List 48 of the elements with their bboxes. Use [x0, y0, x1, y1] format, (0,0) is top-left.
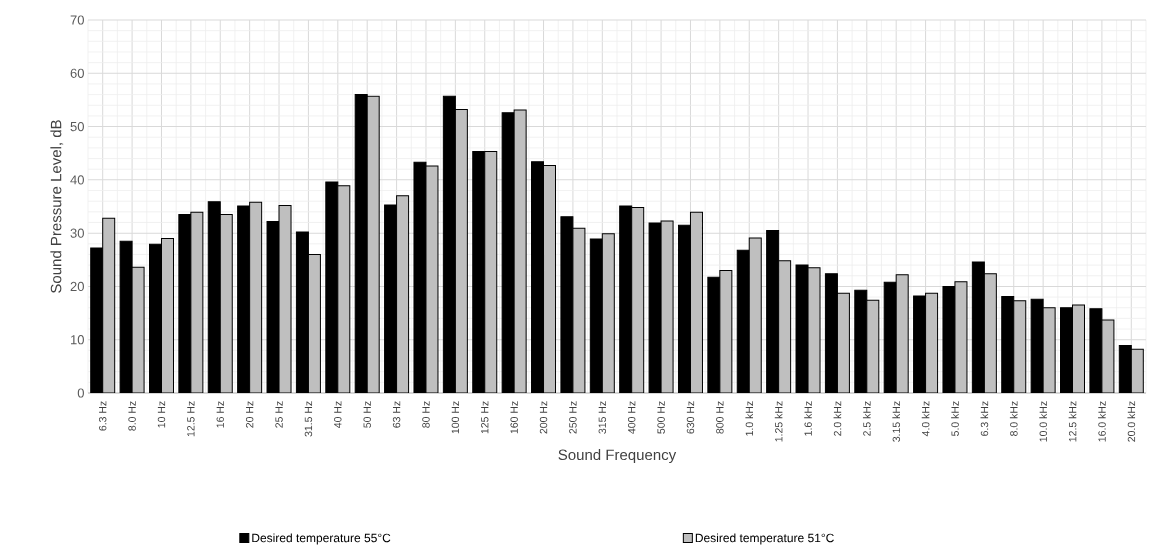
x-tick-label: 500 Hz: [657, 401, 665, 434]
x-tick-label: 200 Hz: [539, 401, 548, 434]
x-tick-label: 12.5 kHz: [1068, 401, 1077, 442]
x-tick-label: 25 Hz: [275, 401, 283, 428]
x-tick-label: 800 Hz: [716, 401, 724, 434]
x-tick-label: 250 Hz: [569, 401, 577, 434]
x-tick-label: 315 Hz: [598, 401, 607, 434]
x-tick-label: 1.25 kHz: [774, 401, 783, 442]
x-tick-label: 1.6 kHz: [804, 401, 812, 436]
y-tick-label: 20: [70, 281, 84, 292]
y-tick-label: 60: [70, 68, 84, 78]
x-tick-label: 16 Hz: [216, 401, 224, 428]
x-tick-label: 160 Hz: [510, 401, 518, 434]
x-tick-label: 2.0 kHz: [833, 401, 842, 436]
y-tick-label: 70: [70, 15, 84, 25]
x-tick-label: 10.0 kHz: [1039, 401, 1047, 442]
x-axis-title: Sound Frequency: [558, 449, 677, 464]
x-tick-label: 6.3 kHz: [980, 401, 989, 436]
x-tick-label: 20.0 kHz: [1127, 401, 1136, 442]
x-tick-label: 20 Hz: [245, 401, 254, 428]
x-tick-label: 63 Hz: [392, 401, 401, 428]
x-tick-label: 40 Hz: [334, 401, 342, 428]
y-tick-label: 40: [70, 175, 84, 185]
y-tick-label: 10: [71, 335, 84, 345]
x-tick-label: 80 Hz: [422, 401, 430, 428]
y-tick-label: 0: [77, 388, 84, 398]
x-tick-label: 100 Hz: [451, 401, 460, 434]
x-tick-label: 8.0 Hz: [128, 401, 136, 431]
x-tick-label: 5.0 kHz: [951, 401, 959, 436]
y-tick-label: 30: [70, 228, 84, 238]
x-tick-label: 8.0 kHz: [1009, 401, 1018, 436]
x-tick-label: 400 Hz: [627, 401, 636, 434]
x-tick-label: 3.15 kHz: [892, 401, 901, 442]
y-tick-label: 50: [70, 121, 84, 132]
x-tick-label: 31.5 Hz: [304, 401, 313, 437]
x-tick-label: 1.0 kHz: [745, 401, 754, 436]
x-tick-label: 16.0 kHz: [1098, 401, 1106, 442]
x-tick-label: 630 Hz: [686, 401, 695, 434]
x-tick-label: 4.0 kHz: [921, 401, 930, 437]
legend-label: Desired temperature 51°C: [695, 533, 834, 545]
y-axis-title: Sound Pressure Level, dB: [50, 120, 64, 293]
x-tick-label: 6.3 Hz: [98, 401, 107, 431]
x-tick-label: 125 Hz: [481, 401, 489, 434]
x-tick-label: 12.5 Hz: [187, 401, 195, 437]
x-tick-label: 10 Hz: [157, 401, 166, 428]
legend-label: Desired temperature 55°C: [252, 533, 391, 545]
x-tick-label: 50 Hz: [363, 401, 371, 428]
x-tick-label: 2.5 kHz: [862, 401, 871, 436]
